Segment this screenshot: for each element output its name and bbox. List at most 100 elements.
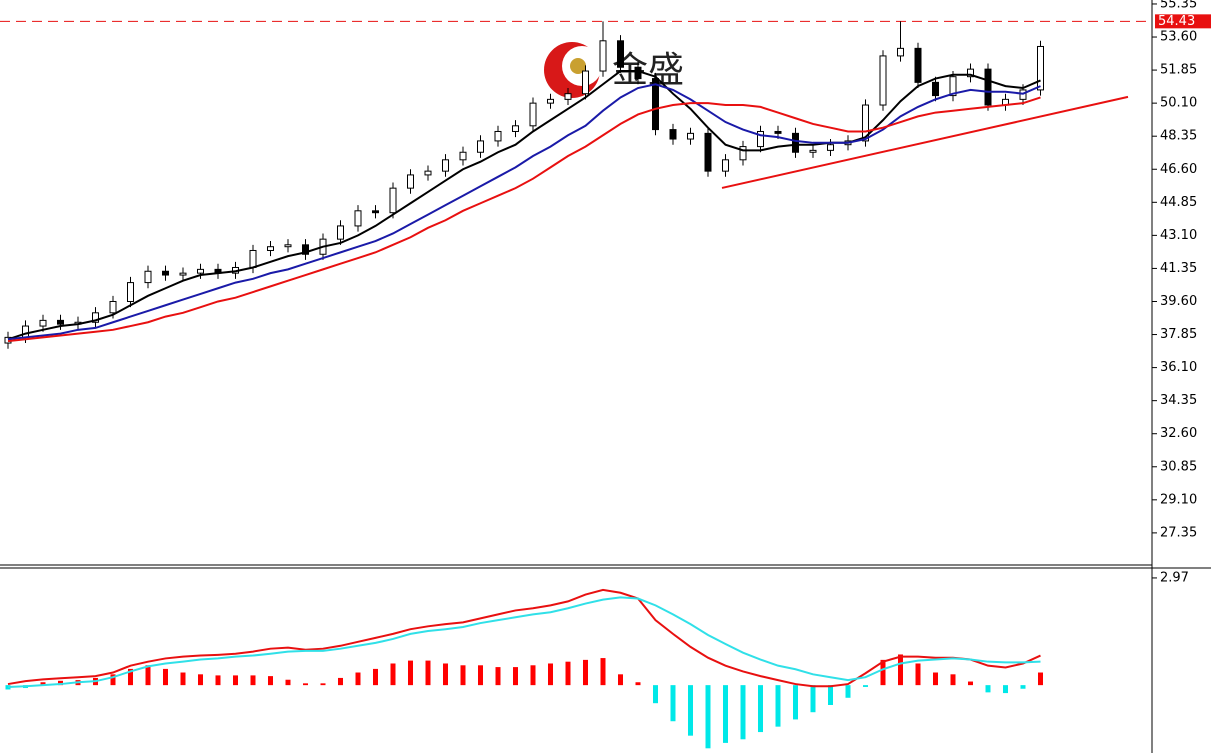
candle-body [757,130,764,148]
candle-body [127,282,134,302]
candle-body [792,132,799,153]
candle-body [879,55,887,106]
macd-histogram-bar [110,674,116,686]
candle-body [494,130,502,142]
macd-histogram-bar [478,665,483,686]
candle-body [984,68,992,106]
macd-histogram-bar [163,668,168,686]
candle-body [617,40,624,68]
current-price-label: 54.43 [1158,14,1195,29]
candle-body [179,272,187,276]
candle-body [599,40,607,72]
macd-histogram-bar [320,683,326,686]
macd-histogram-bar [863,685,868,687]
macd-histogram-bar [373,668,378,686]
indicator-line [7,70,1041,341]
candle-body [897,47,904,57]
macd-histogram-bar [268,676,273,686]
candle-body [354,210,362,227]
macd-histogram-bar [915,663,921,686]
y-tick-label: 41.35 [1160,261,1197,276]
macd-histogram-bar [828,685,833,705]
macd-histogram-bar [775,685,781,727]
y-tick-label: 51.85 [1160,63,1197,78]
candle-body [634,66,642,80]
macd-histogram-bar [600,658,606,686]
macd-histogram-bar [705,685,711,749]
macd-histogram-bar [880,659,886,686]
candle-body [529,102,537,127]
y-tick-label: 30.85 [1160,459,1197,474]
candle-body [512,125,519,132]
macd-histogram-bar [740,685,746,740]
y-tick-label: 36.10 [1160,360,1197,375]
macd-histogram-bar [408,660,413,686]
macd-histogram-bar [513,667,518,686]
indicator-line [7,83,1041,341]
candle-body [372,210,379,214]
macd-histogram-bar [933,672,938,686]
macd-histogram-bar [460,665,466,686]
macd-histogram-bar [653,685,658,704]
macd-histogram-bar [845,685,851,698]
macd-histogram-bar [198,674,203,686]
macd-histogram-bar [618,674,623,686]
candle-body [442,159,449,172]
candle-body [57,319,64,325]
macd-histogram-bar [145,665,151,686]
candle-body [477,140,484,153]
macd-histogram-bar [5,685,11,690]
candle-body [197,268,204,274]
macd-histogram-bar [250,675,256,686]
candle-body [162,270,169,276]
y-tick-label: 53.60 [1160,30,1197,45]
y-tick-label: 55.35 [1160,0,1197,11]
y-tick-label: 2.97 [1160,570,1189,585]
macd-histogram-bar [303,683,308,686]
candle-body [459,151,467,161]
macd-histogram-bar [688,685,693,736]
macd-histogram-bar [338,677,343,686]
candle-body [144,270,152,284]
macd-histogram-bar [443,663,448,686]
current-price-box [1155,14,1211,29]
candle-body [704,132,712,172]
y-tick-label: 50.10 [1160,96,1197,111]
macd-histogram-bar [723,685,728,743]
candle-body [302,244,309,255]
y-tick-label: 34.35 [1160,393,1197,408]
indicator-line [7,596,1041,688]
candle-body [582,70,589,95]
candle-body [862,104,869,142]
candle-body [267,246,274,251]
macd-histogram-bar [758,685,763,733]
candle-body [22,325,29,338]
y-tick-label: 44.85 [1160,195,1197,210]
y-tick-label: 29.10 [1160,492,1197,507]
macd-histogram-bar [793,685,798,720]
macd-histogram-bar [355,672,361,686]
candle-body [809,149,817,153]
candle-body [669,129,677,140]
y-tick-label: 39.60 [1160,294,1197,309]
macd-histogram-bar [233,675,238,686]
y-tick-label: 32.60 [1160,426,1197,441]
macd-histogram-bar [635,682,641,686]
candle-body [39,319,47,327]
candle-body [739,146,747,161]
macd-histogram-bar [425,660,431,686]
candle-body [1037,45,1044,91]
candle-body [652,78,659,131]
candle-body [914,47,922,83]
indicator-line [7,588,1041,688]
candle-body [424,170,432,176]
candle-body [722,159,729,172]
candle-body [547,98,554,104]
trendline [721,95,1129,189]
candle-body [249,249,257,268]
y-tick-label: 43.10 [1160,228,1197,243]
indicator-line [7,96,1041,343]
y-tick-label: 37.85 [1160,327,1197,342]
